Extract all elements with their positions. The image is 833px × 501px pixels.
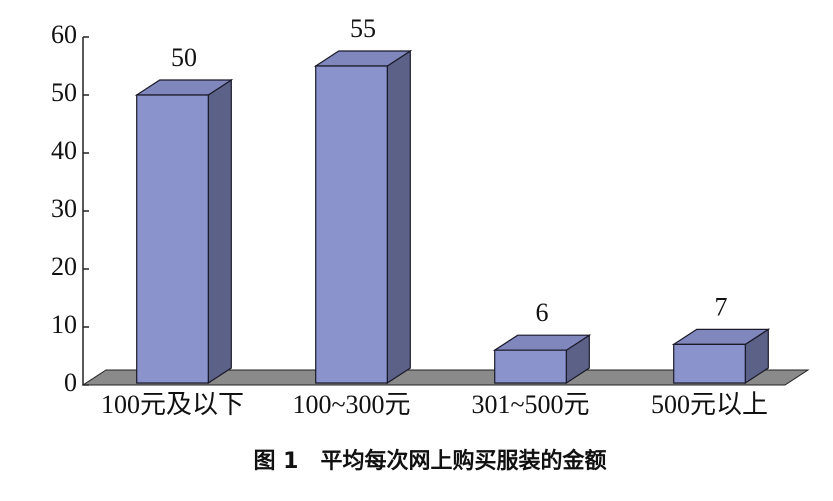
x-tick-label: 500元以上 <box>651 390 768 419</box>
y-tick-label: 30 <box>51 194 77 223</box>
value-label: 50 <box>171 43 197 72</box>
value-label: 6 <box>536 298 549 327</box>
bar <box>492 334 592 385</box>
y-tick-label: 20 <box>51 252 77 281</box>
x-tick-label: 301~500元 <box>471 390 589 419</box>
y-tick-label: 40 <box>51 136 77 165</box>
bar-front <box>494 349 567 384</box>
y-tick-label: 0 <box>64 368 77 397</box>
chart-caption: 图 1 平均每次网上购买服装的金额 <box>254 448 607 474</box>
value-label: 7 <box>715 292 728 321</box>
y-tick-label: 10 <box>51 310 77 339</box>
y-tick-label: 50 <box>51 78 77 107</box>
bar-side <box>207 78 232 385</box>
x-tick-label: 100元及以下 <box>101 390 244 419</box>
bar <box>134 78 234 385</box>
bar-front <box>315 65 388 384</box>
bar <box>313 49 413 385</box>
y-tick-label: 60 <box>51 20 77 49</box>
bar-front <box>136 94 209 384</box>
floor <box>81 369 810 386</box>
bar <box>671 328 771 385</box>
x-tick-label: 100~300元 <box>292 390 410 419</box>
bar-side <box>386 49 411 385</box>
value-label: 55 <box>350 14 376 43</box>
bar-front <box>673 343 746 384</box>
